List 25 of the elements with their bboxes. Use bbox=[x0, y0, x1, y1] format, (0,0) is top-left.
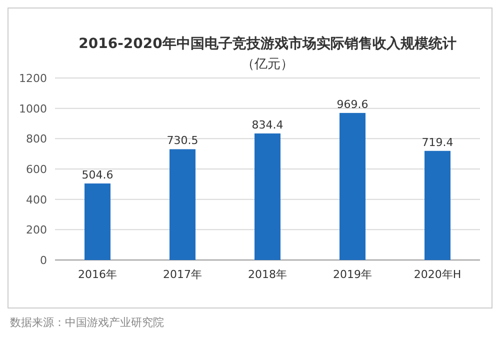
x-tick-label: 2018年 bbox=[248, 268, 287, 281]
source-note: 数据来源：中国游戏产业研究院 bbox=[10, 316, 164, 329]
data-label: 969.6 bbox=[336, 98, 368, 111]
bar bbox=[170, 149, 196, 260]
data-label: 730.5 bbox=[166, 134, 198, 148]
chart-subtitle: （亿元） bbox=[242, 57, 294, 72]
y-tick-label: 400 bbox=[26, 193, 47, 206]
y-tick-label: 1000 bbox=[19, 102, 47, 116]
data-label: 504.6 bbox=[82, 168, 114, 182]
chart-title: 2016-2020年中国电子竞技游戏市场实际销售收入规模统计 bbox=[78, 35, 456, 52]
y-tick-label: 800 bbox=[26, 132, 47, 146]
bar bbox=[340, 112, 366, 260]
data-label: 719.4 bbox=[422, 136, 454, 149]
y-tick-label: 200 bbox=[26, 224, 47, 237]
bar bbox=[424, 150, 450, 260]
y-tick-label: 1200 bbox=[19, 72, 47, 85]
x-tick-label: 2019年 bbox=[333, 268, 372, 281]
data-label: 834.4 bbox=[252, 118, 284, 132]
y-tick-label: 0 bbox=[40, 254, 47, 267]
x-tick-label: 2016年 bbox=[78, 268, 117, 281]
x-tick-label: 2020年H bbox=[414, 268, 462, 281]
x-tick-label: 2017年 bbox=[163, 268, 202, 281]
y-tick-label: 600 bbox=[26, 163, 47, 176]
bar bbox=[84, 183, 110, 260]
bar bbox=[254, 133, 280, 260]
